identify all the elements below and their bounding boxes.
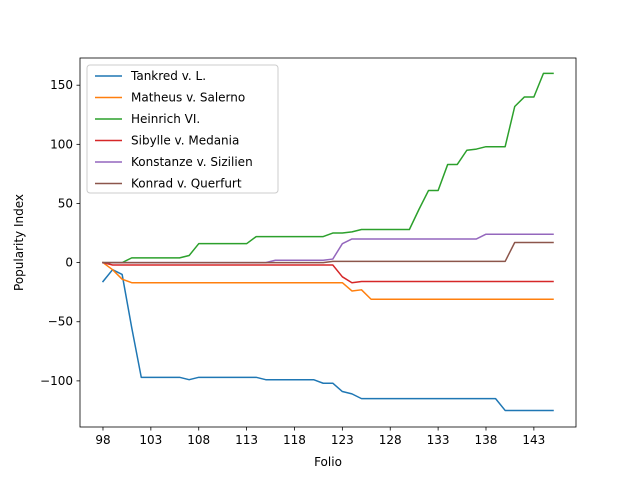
y-tick-label: −50 <box>48 315 73 329</box>
y-tick-label: 150 <box>50 78 73 92</box>
x-tick-label: 103 <box>139 433 162 447</box>
x-tick-label: 113 <box>235 433 258 447</box>
x-tick-label: 118 <box>283 433 306 447</box>
legend-label: Tankred v. L. <box>130 69 206 83</box>
x-tick-label: 138 <box>475 433 498 447</box>
series-line-3 <box>102 261 554 284</box>
axis-ticks: 98 103 108 113 118 123 128 133 138 143 −100 −50 0 50 1… <box>40 78 545 447</box>
x-tick-label: 128 <box>379 433 402 447</box>
legend-box <box>86 64 279 194</box>
series-line-0 <box>101 268 554 412</box>
x-tick-label: 123 <box>331 433 354 447</box>
series-layer <box>101 72 554 412</box>
legend-label: Matheus v. Salerno <box>131 91 245 105</box>
x-tick-label: 108 <box>187 433 210 447</box>
x-tick-label: 133 <box>427 433 450 447</box>
y-axis-title: Popularity Index <box>12 194 26 291</box>
x-tick-label: 143 <box>522 433 545 447</box>
x-axis-title: Folio <box>314 455 342 469</box>
x-tick-label: 98 <box>95 433 110 447</box>
series-line-1 <box>101 261 554 301</box>
y-tick-label: 50 <box>58 196 73 210</box>
y-tick-label: −100 <box>40 374 73 388</box>
y-tick-label: 0 <box>65 256 73 270</box>
series-line-2 <box>102 72 554 264</box>
plot-frame <box>79 57 577 428</box>
series-line-5 <box>102 241 554 264</box>
y-tick-label: 100 <box>50 137 73 151</box>
legend-label: Sibylle v. Medania <box>131 134 239 148</box>
legend: Tankred v. L. Matheus v. Salerno Heinrich … <box>86 64 279 194</box>
legend-label: Konrad v. Querfurt <box>131 177 242 191</box>
legend-label: Heinrich VI. <box>131 112 200 126</box>
legend-label: Konstanze v. Sizilien <box>131 155 253 169</box>
